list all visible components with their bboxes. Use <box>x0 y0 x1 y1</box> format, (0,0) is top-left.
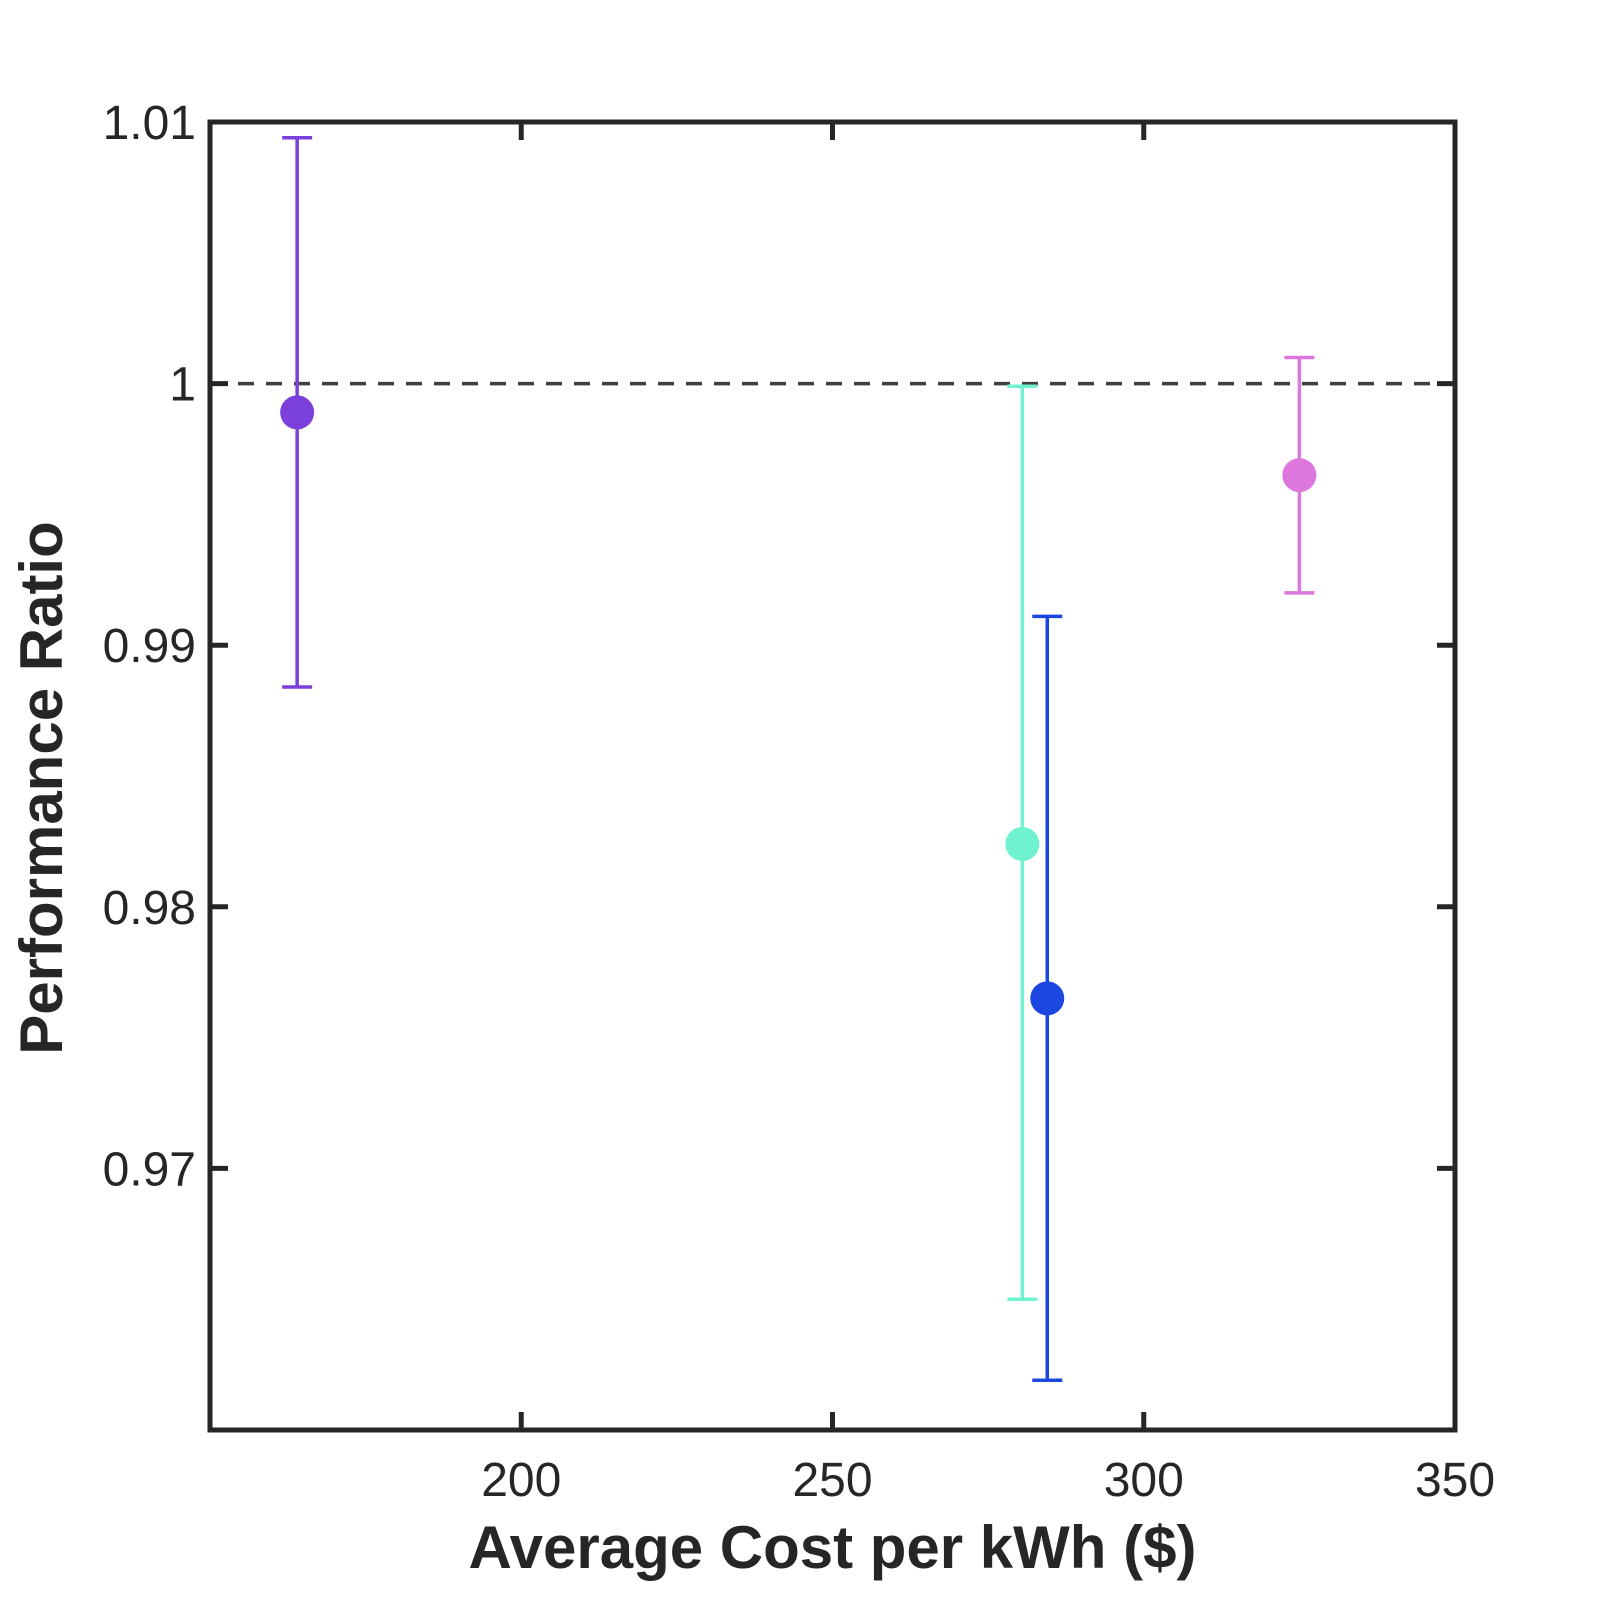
y-axis-title: Performance Ratio <box>8 521 75 1055</box>
data-point-group <box>1282 355 1317 595</box>
y-tick-label: 1.01 <box>103 97 196 150</box>
data-point-group <box>280 135 315 689</box>
y-tick-label: 1 <box>169 359 196 412</box>
x-axis-title: Average Cost per kWh ($) <box>469 1514 1197 1581</box>
x-tick-label: 300 <box>1104 1454 1184 1507</box>
data-point-group <box>1030 614 1065 1383</box>
tick-labels-layer: 200 250 300 350 0.97 0.98 0.99 1 1.01 <box>103 97 1495 1507</box>
data-point-group <box>1005 384 1040 1301</box>
ticks-layer <box>210 119 1458 1430</box>
y-tick-label: 0.97 <box>103 1143 196 1196</box>
data-point <box>1030 981 1065 1016</box>
x-tick-label: 250 <box>792 1454 872 1507</box>
data-point <box>1282 458 1317 493</box>
plot-frame <box>207 119 1458 1433</box>
y-tick-label: 0.99 <box>103 620 196 673</box>
x-tick-label: 350 <box>1415 1454 1495 1507</box>
y-tick-label: 0.98 <box>103 882 196 935</box>
data-point <box>280 395 315 430</box>
x-tick-label: 200 <box>481 1454 561 1507</box>
data-points-layer <box>280 135 1317 1383</box>
data-point <box>1005 827 1040 862</box>
